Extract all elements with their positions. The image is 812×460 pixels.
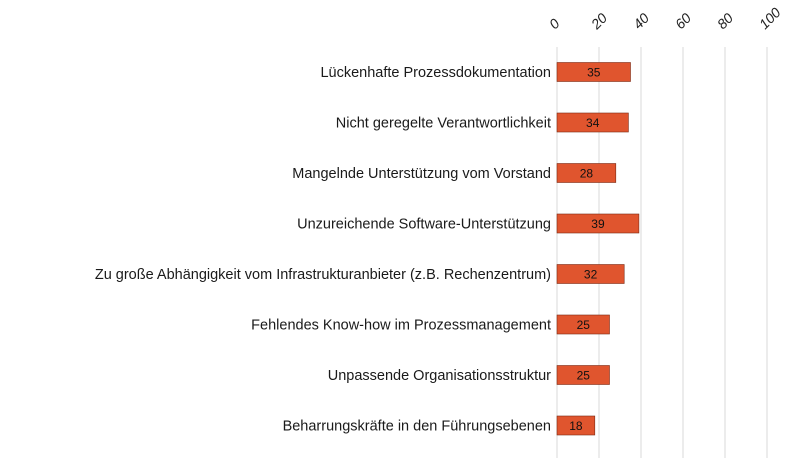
x-tick-label: 40 <box>630 10 652 32</box>
bar-value-label: 32 <box>584 268 598 282</box>
bar <box>556 314 610 335</box>
bars <box>556 62 640 436</box>
bar <box>556 163 617 183</box>
bar <box>556 365 610 385</box>
bar-value-label: 28 <box>580 167 594 181</box>
bar <box>556 415 596 436</box>
bar-value-label: 25 <box>577 318 591 332</box>
category-label: Beharrungskräfte in den Führungsebenen <box>283 419 551 435</box>
category-label: Lückenhafte Prozessdokumentation <box>320 65 551 81</box>
bar-value-label: 25 <box>577 369 591 383</box>
bar-value-label: 34 <box>586 116 600 130</box>
category-label: Unzureichende Software-Unterstützung <box>297 217 551 233</box>
x-tick-label: 80 <box>714 10 736 32</box>
category-label: Nicht geregelte Verantwortlichkeit <box>336 116 551 132</box>
bar <box>556 213 640 234</box>
x-tick-label: 20 <box>587 10 610 33</box>
x-tick-label: 0 <box>546 15 563 32</box>
bar-value-label: 39 <box>591 217 605 231</box>
category-label: Fehlendes Know-how im Prozessmanagement <box>251 318 551 334</box>
bar <box>556 264 625 284</box>
bar <box>556 112 629 133</box>
x-axis-ticks: 0 20 40 60 80 100 <box>546 4 784 33</box>
bar-value-label: 18 <box>569 419 583 433</box>
bar-value-label: 35 <box>587 66 601 80</box>
category-label: Unpassende Organisationsstruktur <box>328 368 551 384</box>
category-labels: Lückenhafte Prozessdokumentation Nicht ge… <box>95 65 551 435</box>
category-label: Zu große Abhängigkeit vom Infrastruktura… <box>95 267 551 283</box>
category-label: Mangelnde Unterstützung vom Vorstand <box>292 166 551 182</box>
bar <box>556 62 631 82</box>
gridlines <box>556 47 768 458</box>
x-tick-label: 60 <box>672 10 694 32</box>
data-labels: 35 34 28 39 32 25 25 18 <box>569 66 605 434</box>
x-tick-label: 100 <box>756 4 784 32</box>
